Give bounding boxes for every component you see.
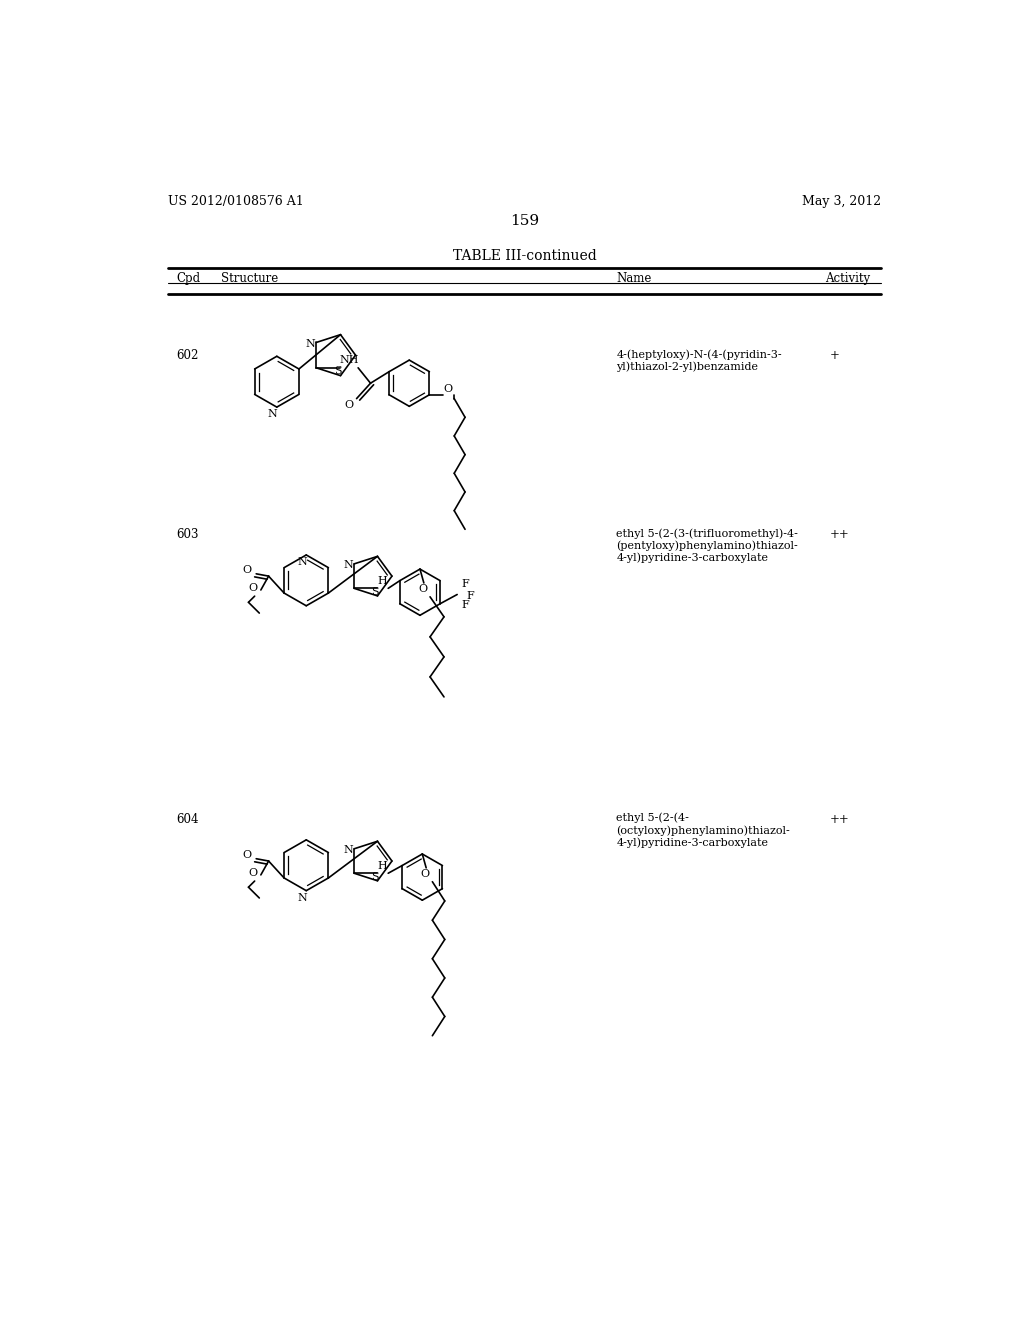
Text: F: F — [467, 591, 474, 601]
Text: O: O — [419, 585, 428, 594]
Text: Structure: Structure — [221, 272, 279, 285]
Text: F: F — [461, 601, 469, 610]
Text: N: N — [267, 409, 278, 418]
Text: N: N — [343, 845, 353, 855]
Text: S: S — [372, 871, 379, 882]
Text: +: + — [829, 350, 840, 363]
Text: O: O — [243, 850, 252, 859]
Text: O: O — [243, 565, 252, 576]
Text: N: N — [343, 561, 353, 570]
Text: F: F — [461, 578, 469, 589]
Text: US 2012/0108576 A1: US 2012/0108576 A1 — [168, 195, 304, 209]
Text: TABLE III-continued: TABLE III-continued — [453, 249, 597, 263]
Text: 603: 603 — [176, 528, 199, 541]
Text: O: O — [344, 400, 353, 411]
Text: Activity: Activity — [825, 272, 870, 285]
Text: O: O — [249, 869, 258, 878]
Text: ++: ++ — [829, 528, 849, 541]
Text: S: S — [335, 367, 342, 376]
Text: ++: ++ — [829, 813, 849, 826]
Text: O: O — [421, 870, 430, 879]
Text: N: N — [298, 892, 307, 903]
Text: S: S — [372, 586, 379, 597]
Text: ethyl 5-(2-(3-(trifluoromethyl)-4-
(pentyloxy)phenylamino)thiazol-
4-yl)pyridine: ethyl 5-(2-(3-(trifluoromethyl)-4- (pent… — [616, 528, 798, 564]
Text: O: O — [443, 384, 453, 393]
Text: NH: NH — [340, 355, 359, 366]
Text: Cpd: Cpd — [176, 272, 200, 285]
Text: 159: 159 — [510, 214, 540, 228]
Text: ethyl 5-(2-(4-
(octyloxy)phenylamino)thiazol-
4-yl)pyridine-3-carboxylate: ethyl 5-(2-(4- (octyloxy)phenylamino)thi… — [616, 813, 790, 847]
Text: H: H — [378, 861, 387, 871]
Text: May 3, 2012: May 3, 2012 — [802, 195, 882, 209]
Text: Name: Name — [616, 272, 651, 285]
Text: 604: 604 — [176, 813, 199, 826]
Text: H: H — [378, 576, 387, 586]
Text: 4-(heptyloxy)-N-(4-(pyridin-3-
yl)thiazol-2-yl)benzamide: 4-(heptyloxy)-N-(4-(pyridin-3- yl)thiazo… — [616, 350, 782, 372]
Text: N: N — [305, 339, 315, 348]
Text: 602: 602 — [176, 350, 199, 363]
Text: O: O — [249, 583, 258, 594]
Text: N: N — [298, 557, 307, 568]
